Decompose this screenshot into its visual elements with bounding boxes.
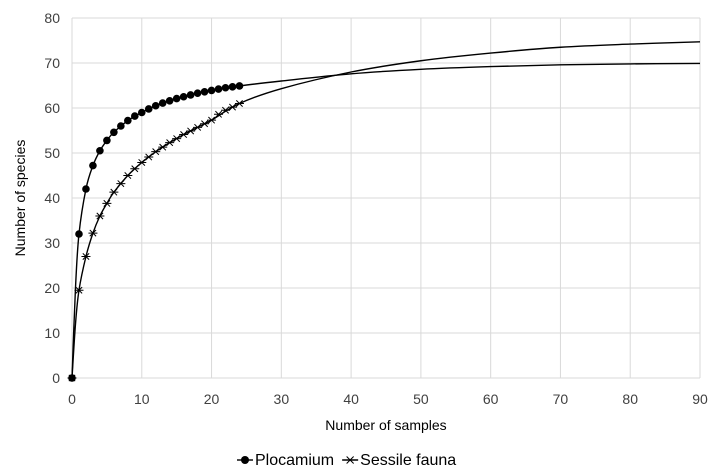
fitted-curves	[71, 41, 701, 379]
data-point-sessile-fauna	[207, 116, 217, 124]
y-tick-label: 40	[44, 190, 60, 206]
legend-marker-plocamium	[241, 456, 249, 464]
legend-item-sessile-fauna: Sessile fauna	[342, 452, 456, 469]
fitted-curve-sessile-fauna	[71, 41, 701, 379]
data-point-sessile-fauna	[67, 374, 77, 382]
x-tick-label: 40	[343, 391, 359, 407]
data-point-plocamium	[207, 86, 216, 95]
data-point-sessile-fauna	[227, 103, 237, 111]
legend-marker-sessile-fauna	[345, 456, 356, 464]
x-tick-label: 90	[692, 391, 708, 407]
data-point-sessile-fauna	[151, 148, 161, 156]
series-sessile-fauna	[67, 99, 244, 382]
x-tick-label: 80	[622, 391, 638, 407]
data-point-sessile-fauna	[193, 123, 203, 131]
data-point-plocamium	[151, 101, 160, 110]
x-axis-tick-labels: 0 10 20 30 40 50 60 70 80 90	[68, 391, 708, 407]
y-tick-label: 30	[44, 235, 60, 251]
data-point-sessile-fauna	[144, 153, 154, 161]
x-tick-label: 30	[274, 391, 290, 407]
data-point-sessile-fauna	[116, 180, 126, 188]
data-point-plocamium	[89, 161, 97, 170]
y-tick-label: 70	[44, 55, 60, 71]
data-point-sessile-fauna	[81, 252, 91, 261]
x-tick-label: 60	[483, 391, 499, 407]
y-tick-label: 10	[44, 325, 60, 341]
data-point-plocamium	[124, 116, 132, 125]
data-point-plocamium	[110, 128, 118, 137]
data-point-sessile-fauna	[130, 165, 140, 173]
data-point-plocamium	[137, 108, 146, 117]
x-tick-label: 10	[134, 391, 150, 407]
y-tick-label: 80	[44, 10, 60, 26]
data-point-sessile-fauna	[221, 106, 231, 114]
y-tick-label: 50	[44, 145, 60, 161]
data-point-plocamium	[179, 92, 188, 101]
data-point-sessile-fauna	[165, 139, 175, 147]
gridlines	[72, 17, 701, 378]
data-point-sessile-fauna	[200, 120, 210, 128]
series-plocamium	[68, 82, 244, 382]
data-points	[67, 82, 244, 382]
y-axis-title: Number of species	[12, 140, 28, 257]
data-point-sessile-fauna	[214, 110, 224, 118]
data-point-plocamium	[235, 82, 244, 90]
data-point-plocamium	[117, 122, 125, 130]
data-point-plocamium	[228, 83, 237, 91]
data-point-plocamium	[193, 89, 202, 97]
data-point-sessile-fauna	[172, 135, 182, 143]
y-tick-label: 60	[44, 100, 60, 116]
x-tick-label: 50	[413, 391, 429, 407]
data-point-sessile-fauna	[95, 212, 105, 220]
data-point-sessile-fauna	[179, 131, 189, 139]
data-point-plocamium	[221, 83, 230, 92]
data-point-sessile-fauna	[102, 199, 112, 207]
data-point-plocamium	[131, 112, 139, 120]
axes	[71, 18, 700, 379]
data-point-plocamium	[158, 99, 167, 107]
data-point-plocamium	[186, 91, 195, 99]
legend: Plocamium Sessile fauna	[237, 452, 456, 469]
x-tick-label: 70	[553, 391, 569, 407]
y-axis-tick-labels: 0 10 20 30 40 50 60 70 80	[44, 10, 60, 386]
data-point-plocamium	[172, 94, 181, 103]
data-point-sessile-fauna	[186, 127, 196, 135]
data-point-plocamium	[200, 88, 209, 96]
data-point-plocamium	[144, 105, 153, 113]
legend-label-sessile-fauna: Sessile fauna	[360, 452, 456, 469]
data-point-plocamium	[214, 85, 223, 93]
data-point-sessile-fauna	[234, 99, 244, 108]
data-point-sessile-fauna	[109, 188, 119, 196]
data-point-plocamium	[82, 185, 90, 193]
y-tick-label: 0	[52, 370, 60, 386]
x-tick-label: 0	[68, 391, 76, 407]
data-point-sessile-fauna	[74, 286, 84, 294]
data-point-sessile-fauna	[137, 158, 147, 166]
data-point-plocamium	[103, 136, 111, 145]
x-axis-title: Number of samples	[325, 417, 446, 433]
data-point-plocamium	[75, 230, 83, 238]
y-tick-label: 20	[44, 280, 60, 296]
x-tick-label: 20	[204, 391, 220, 407]
fitted-curve-plocamium	[71, 62, 701, 379]
data-point-sessile-fauna	[123, 171, 133, 180]
data-point-plocamium	[165, 97, 174, 105]
legend-label-plocamium: Plocamium	[255, 452, 334, 469]
data-point-sessile-fauna	[88, 229, 98, 237]
data-point-sessile-fauna	[158, 143, 168, 151]
data-point-plocamium	[96, 146, 104, 155]
legend-item-plocamium: Plocamium	[237, 452, 334, 469]
